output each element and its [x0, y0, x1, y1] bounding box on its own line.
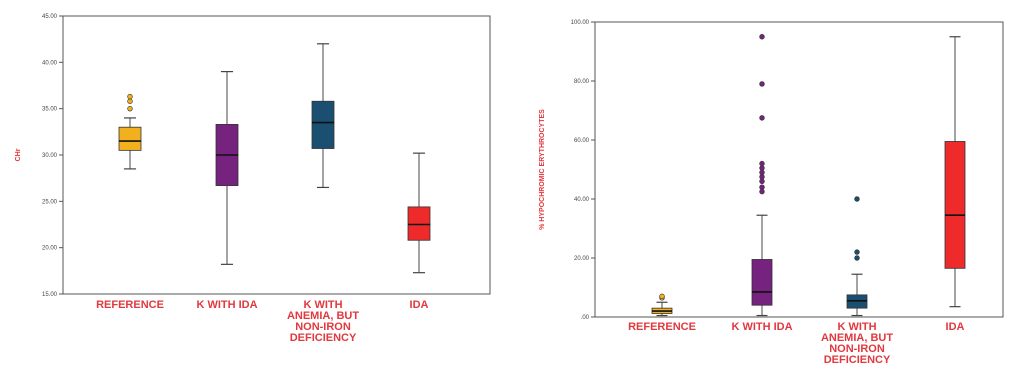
box-iqr	[751, 259, 773, 306]
box-ida	[407, 152, 431, 274]
chart-right-panel: .00 20.00 40.00 60.00 80.00 100.00 % HYPOCHROM…	[539, 20, 1004, 366]
category-label: IDA	[410, 299, 429, 311]
category-label: K WITH IDA	[731, 321, 792, 333]
y-axis-label: CHr	[15, 148, 22, 161]
plot-frame	[62, 15, 491, 295]
outlier-point	[759, 184, 765, 190]
box-iqr	[118, 126, 142, 151]
box-reference	[651, 293, 673, 317]
box-ida	[944, 36, 966, 308]
box-reference	[118, 93, 142, 170]
y-tick-label: 100.00	[571, 20, 590, 26]
outlier-point	[127, 93, 133, 100]
category-label: REFERENCE	[96, 299, 164, 311]
y-tick-label: 15.00	[42, 292, 58, 298]
outlier-point	[659, 293, 665, 300]
y-tick-label: 40.00	[574, 197, 590, 203]
box-k-anemia-non-iron	[311, 43, 335, 189]
outlier-point	[759, 160, 765, 167]
category-label: REFERENCE	[628, 321, 696, 333]
y-tick-label: 40.00	[42, 60, 58, 66]
box-iqr	[944, 141, 966, 269]
outlier-point	[854, 196, 860, 202]
outlier-point	[759, 165, 765, 171]
outlier-point	[759, 178, 765, 185]
outlier-point	[759, 34, 765, 40]
category-label: K WITH IDA	[196, 299, 257, 311]
category-label: K WITH ANEMIA, BUT NON-IRON DEFICIENCY	[287, 299, 359, 344]
y-tick-label: 80.00	[574, 79, 590, 85]
y-tick-label: 60.00	[574, 138, 590, 144]
outlier-point	[759, 188, 765, 195]
y-tick-label: 30.00	[42, 153, 58, 159]
plot-frame	[594, 21, 1004, 318]
outlier-point	[759, 174, 765, 180]
outlier-point	[127, 98, 133, 104]
y-axis-label: % HYPOCHROMIC ERYTHROCYTES	[539, 109, 546, 230]
outlier-point	[759, 169, 765, 176]
category-label: K WITH ANEMIA, BUT NON-IRON DEFICIENCY	[821, 321, 893, 366]
y-tick-label: 45.00	[42, 14, 58, 20]
box-iqr	[311, 100, 335, 149]
category-label: IDA	[946, 321, 965, 333]
box-k-with-ida	[751, 34, 773, 317]
box-k-anemia-non-iron	[846, 196, 868, 317]
box-k-with-ida	[215, 70, 239, 265]
outlier-point	[759, 115, 765, 121]
chart-left-panel: 15.00 20.00 25.00 30.00 35.00 40.00 45.00 CHr RE…	[15, 14, 491, 344]
y-tick-label: 20.00	[42, 246, 58, 252]
box-iqr	[407, 206, 431, 241]
outlier-point	[759, 81, 765, 87]
outlier-point	[854, 249, 860, 255]
outlier-point	[854, 255, 860, 261]
y-tick-label: 20.00	[574, 256, 590, 262]
y-tick-label: 35.00	[42, 107, 58, 113]
outlier-point	[127, 105, 133, 112]
y-tick-label: 25.00	[42, 199, 58, 205]
y-tick-label: .00	[581, 315, 590, 321]
